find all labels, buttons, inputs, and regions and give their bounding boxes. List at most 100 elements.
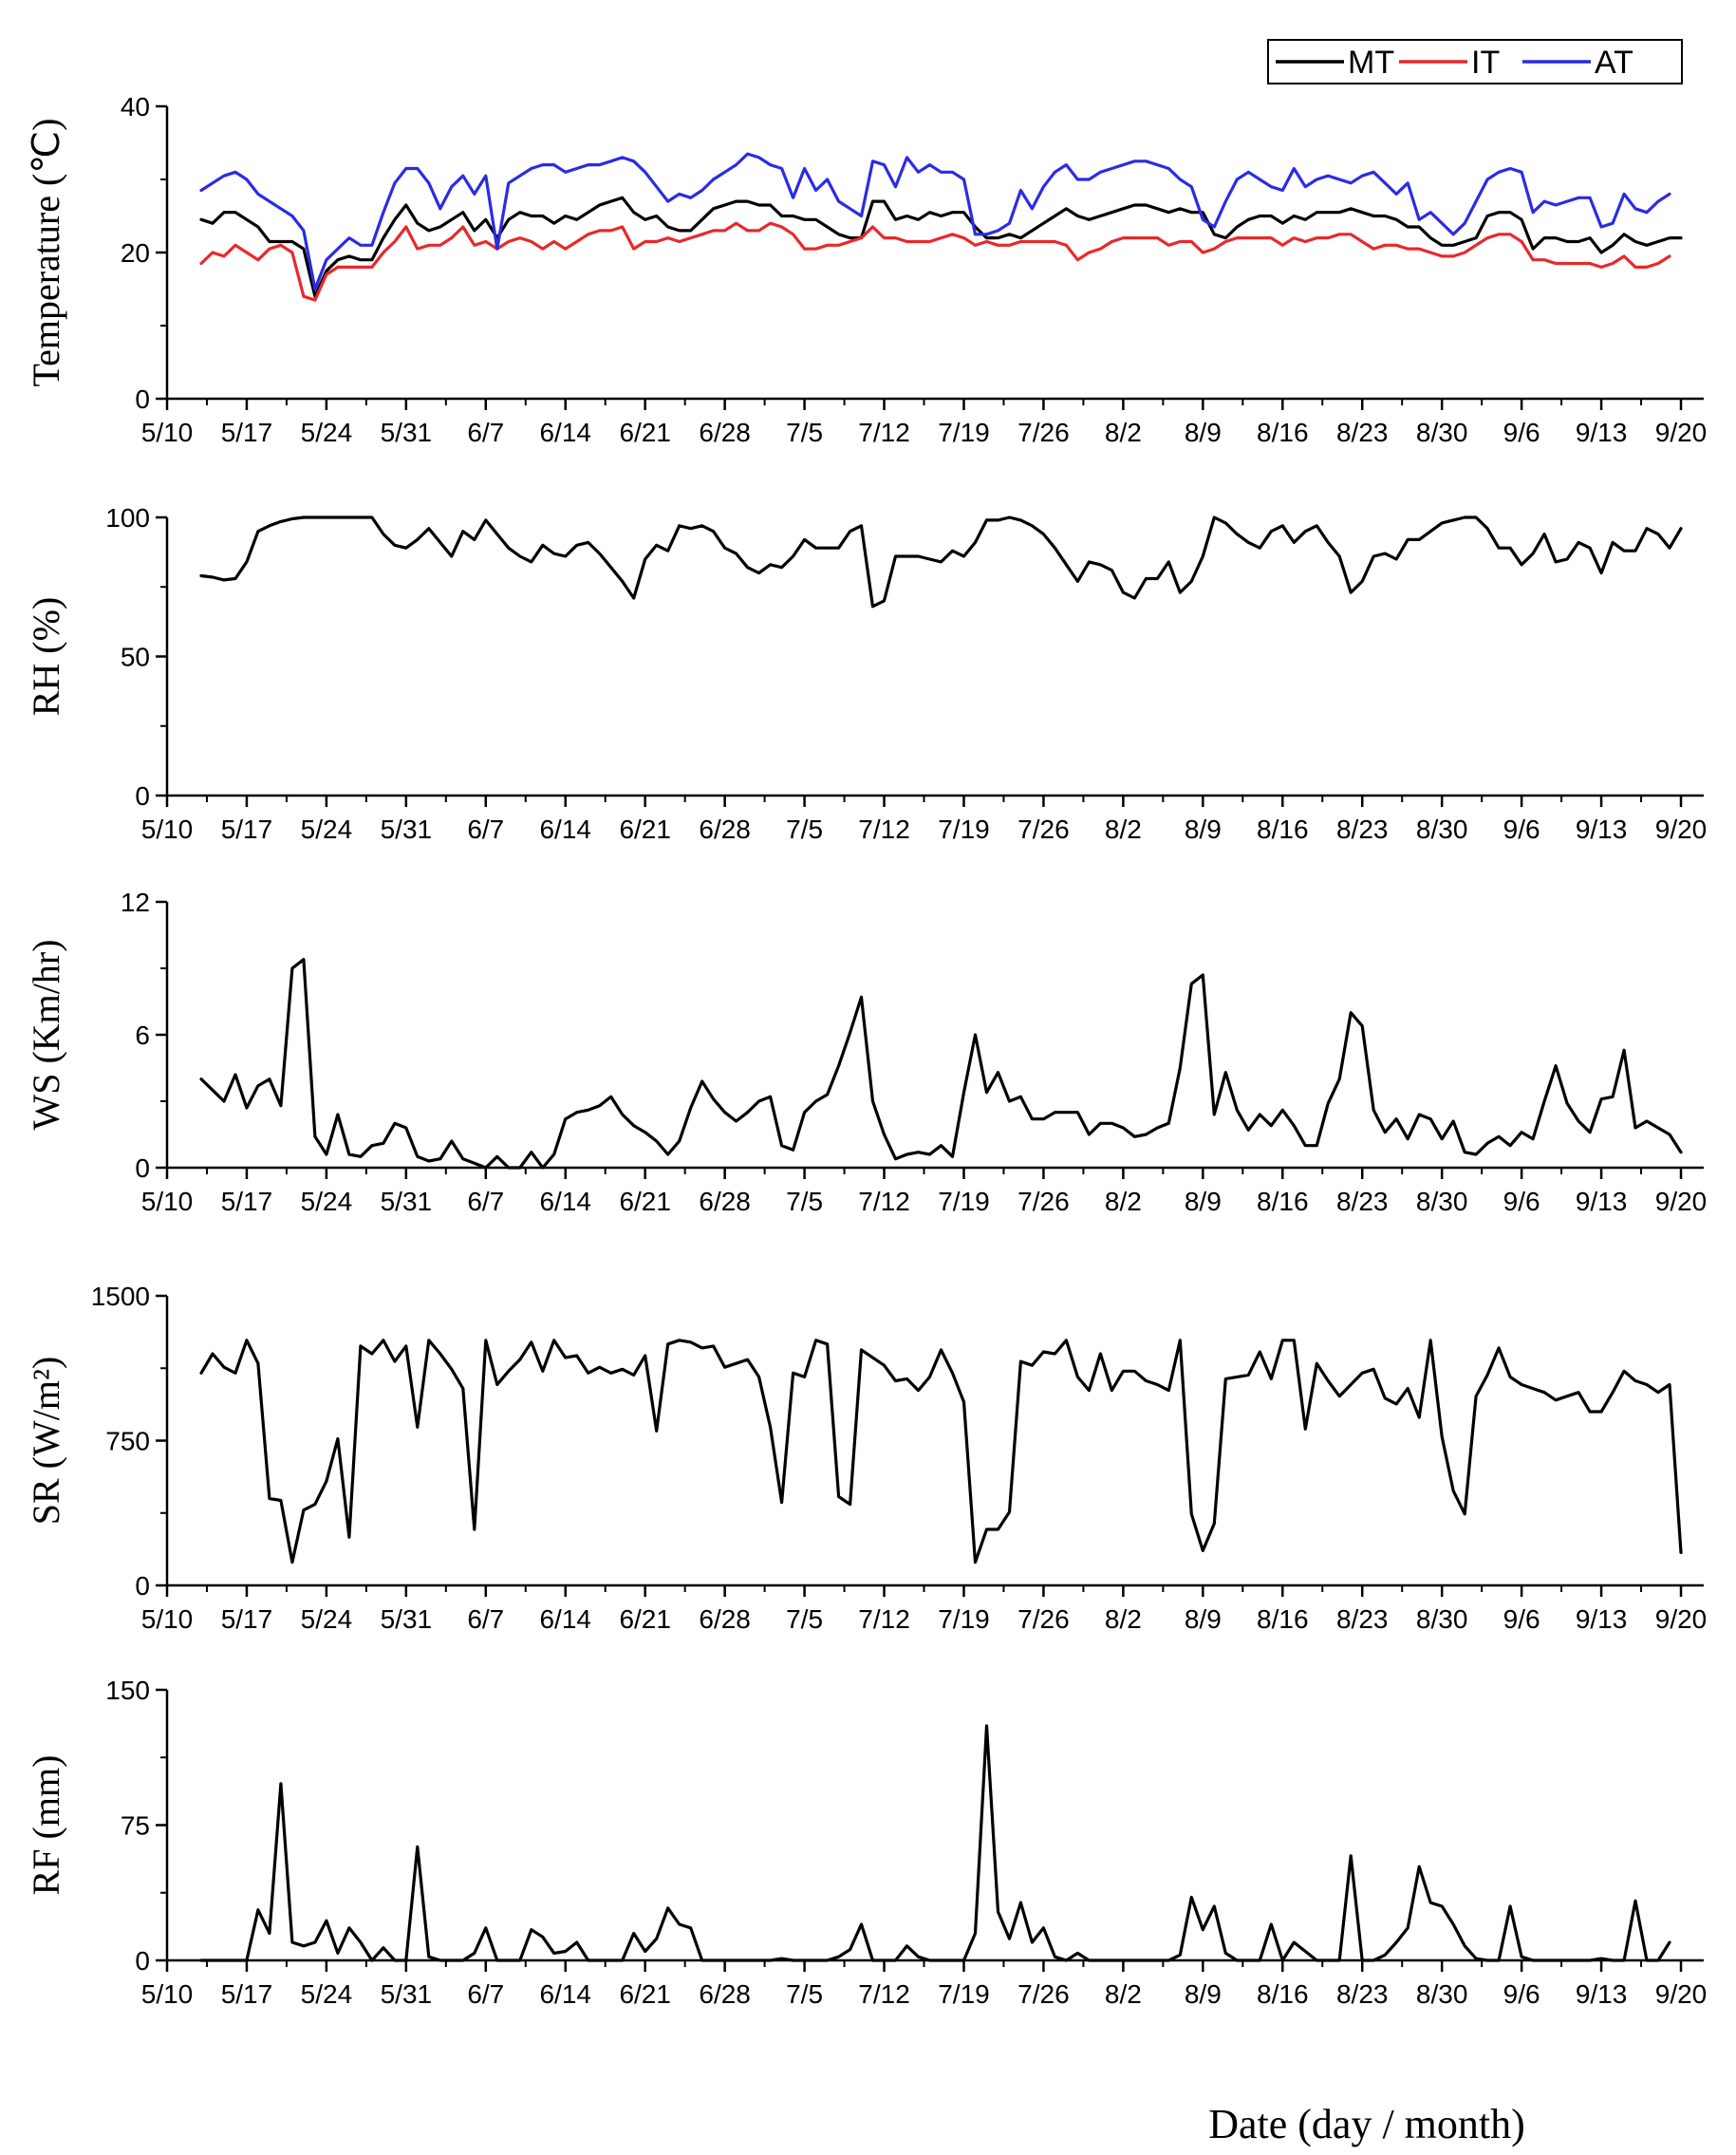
y-axis-title: RH (%)	[25, 597, 67, 717]
x-tick-label: 9/20	[1655, 1187, 1708, 1216]
x-tick-label: 5/17	[221, 1187, 273, 1216]
x-tick-label: 6/7	[467, 815, 504, 844]
x-tick-label: 5/31	[381, 1604, 433, 1634]
x-tick-label: 9/6	[1503, 815, 1540, 844]
x-tick-label: 5/31	[381, 815, 433, 844]
x-tick-label: 7/19	[938, 1187, 990, 1216]
series-line-it	[199, 221, 1671, 302]
x-tick-label: 6/28	[699, 1187, 751, 1216]
x-tick-label: 6/21	[619, 418, 671, 447]
x-tick-label: 6/14	[539, 1187, 591, 1216]
x-tick-label: 7/12	[858, 1979, 910, 2009]
x-tick-label: 8/2	[1105, 815, 1142, 844]
x-tick-label: 8/23	[1336, 1187, 1389, 1216]
x-tick-label: 7/26	[1017, 815, 1070, 844]
x-tick-label: 8/30	[1416, 418, 1468, 447]
legend: MT IT AT	[1267, 39, 1683, 84]
x-tick-label: 7/19	[938, 815, 990, 844]
x-tick-label: 5/10	[141, 1187, 194, 1216]
series-line-mt	[199, 196, 1683, 298]
y-tick-label: 0	[135, 1946, 150, 1976]
y-tick-label: 750	[105, 1427, 150, 1456]
x-tick-label: 8/9	[1185, 1979, 1222, 2009]
series-line-rh	[199, 515, 1683, 609]
x-tick-label: 5/17	[221, 1604, 273, 1634]
x-tick-label: 5/24	[301, 1979, 353, 2009]
x-tick-label: 6/7	[467, 1187, 504, 1216]
x-tick-label: 6/7	[467, 418, 504, 447]
x-tick-label: 6/28	[699, 815, 751, 844]
x-tick-label: 9/20	[1655, 815, 1708, 844]
y-tick-label: 1500	[91, 1282, 150, 1311]
chart-panel-2: 5/10 5/17 5/24 5/31 6/7 6/14 6/21 6/28 7/5 7/12 7/…	[25, 503, 1707, 844]
x-tick-label: 5/31	[381, 418, 433, 447]
x-tick-label: 8/23	[1336, 418, 1389, 447]
x-tick-label: 7/12	[858, 815, 910, 844]
y-tick-label: 75	[121, 1811, 150, 1841]
x-tick-label: 7/5	[786, 815, 823, 844]
x-tick-label: 5/24	[301, 418, 353, 447]
chart-panel-4: 5/10 5/17 5/24 5/31 6/7 6/14 6/21 6/28 7/5 7/12 7/…	[25, 1282, 1707, 1634]
x-tick-label: 6/14	[539, 1604, 591, 1634]
x-tick-label: 7/12	[858, 1604, 910, 1634]
x-tick-label: 9/13	[1576, 418, 1628, 447]
x-tick-label: 8/30	[1416, 1604, 1468, 1634]
x-tick-label: 6/28	[699, 1604, 751, 1634]
legend-label-at: AT	[1595, 45, 1633, 81]
x-tick-label: 7/12	[858, 1187, 910, 1216]
x-tick-label: 6/14	[539, 418, 591, 447]
y-tick-label: 150	[105, 1676, 150, 1705]
x-tick-label: 9/20	[1655, 1979, 1708, 2009]
y-tick-label: 50	[121, 643, 150, 672]
x-tick-label: 5/24	[301, 1604, 353, 1634]
x-tick-label: 6/28	[699, 418, 751, 447]
figure-x-axis-title: Date (day / month)	[1208, 2101, 1525, 2147]
y-tick-label: 100	[105, 503, 150, 533]
x-tick-label: 8/16	[1257, 418, 1309, 447]
x-tick-label: 8/30	[1416, 1187, 1468, 1216]
x-tick-label: 5/17	[221, 815, 273, 844]
x-tick-label: 5/31	[381, 1187, 433, 1216]
x-tick-label: 8/16	[1257, 1604, 1309, 1634]
series-line-rf	[199, 1724, 1671, 1962]
x-tick-label: 6/21	[619, 1604, 671, 1634]
y-tick-label: 0	[135, 1571, 150, 1601]
y-tick-label: 12	[121, 888, 150, 917]
x-tick-label: 8/16	[1257, 1979, 1309, 2009]
series-line-at	[199, 152, 1671, 291]
x-tick-label: 9/13	[1576, 1187, 1628, 1216]
x-tick-label: 5/10	[141, 1604, 194, 1634]
x-tick-label: 9/6	[1503, 1187, 1540, 1216]
x-tick-label: 6/21	[619, 1979, 671, 2009]
chart-panel-1: 5/10 5/17 5/24 5/31 6/7 6/14 6/21 6/28 7/5 7/12 7/…	[25, 39, 1707, 447]
x-tick-label: 8/2	[1105, 418, 1142, 447]
x-tick-label: 9/13	[1576, 1979, 1628, 2009]
x-tick-label: 9/13	[1576, 815, 1628, 844]
x-tick-label: 7/26	[1017, 1979, 1070, 2009]
legend-label-mt: MT	[1348, 45, 1394, 81]
x-tick-label: 5/24	[301, 1187, 353, 1216]
x-tick-label: 5/17	[221, 1979, 273, 2009]
x-tick-label: 8/9	[1185, 815, 1222, 844]
x-tick-label: 7/19	[938, 1604, 990, 1634]
x-tick-label: 7/26	[1017, 1187, 1070, 1216]
x-tick-label: 8/2	[1105, 1604, 1142, 1634]
series-line-sr	[199, 1339, 1683, 1565]
x-tick-label: 8/9	[1185, 1187, 1222, 1216]
chart-panel-5: 5/10 5/17 5/24 5/31 6/7 6/14 6/21 6/28 7/5 7/12 7/…	[25, 1676, 1707, 2009]
x-tick-label: 6/7	[467, 1604, 504, 1634]
x-tick-label: 6/14	[539, 815, 591, 844]
y-axis-title: WS (Km/hr)	[25, 939, 67, 1130]
x-tick-label: 8/2	[1105, 1979, 1142, 2009]
x-tick-label: 7/5	[786, 418, 823, 447]
y-tick-label: 20	[121, 238, 150, 268]
x-tick-label: 8/16	[1257, 815, 1309, 844]
y-tick-label: 6	[135, 1021, 150, 1050]
x-tick-label: 8/30	[1416, 815, 1468, 844]
x-tick-label: 8/2	[1105, 1187, 1142, 1216]
x-tick-label: 8/16	[1257, 1187, 1309, 1216]
y-axis-title: RF (mm)	[25, 1755, 67, 1896]
x-tick-label: 8/9	[1185, 418, 1222, 447]
x-tick-label: 7/26	[1017, 1604, 1070, 1634]
